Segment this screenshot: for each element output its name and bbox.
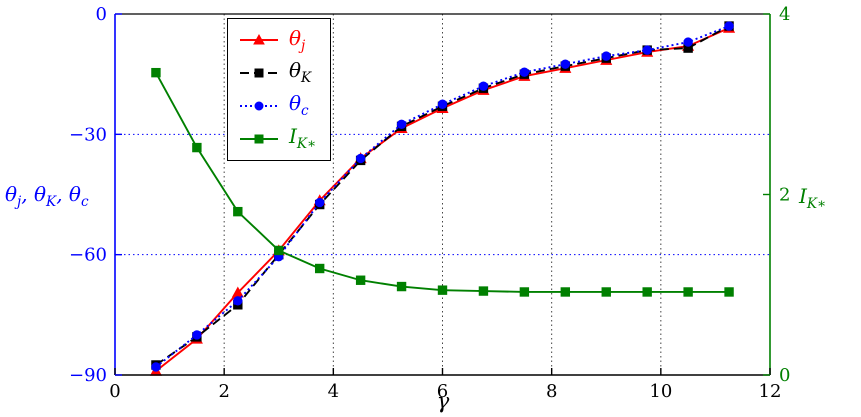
y-left-tick-label: 0: [96, 4, 107, 25]
legend-swatch: [240, 68, 278, 78]
y-left-tick-label: −30: [69, 124, 107, 145]
y-right-tick-label: 0: [779, 365, 790, 386]
right-axis-label: IK∗: [799, 184, 827, 212]
legend-label: θK: [289, 58, 312, 87]
x-tick-label: 12: [759, 381, 782, 402]
x-tick-label: 8: [546, 381, 557, 402]
gridlines: [115, 14, 770, 375]
y-right-tick-label: 2: [779, 185, 790, 206]
left-axis-label: θj, θK, θc: [5, 182, 89, 210]
x-tick-label: 4: [328, 381, 339, 402]
legend-label: θj: [289, 25, 306, 54]
x-tick-label: 10: [649, 381, 672, 402]
legend-item: θc: [238, 90, 322, 123]
x-tick-label: 2: [218, 381, 229, 402]
axes: [114, 13, 771, 376]
legend-swatch: [240, 134, 278, 144]
y-left-tick-label: −60: [69, 245, 107, 266]
y-right-tick-label: 4: [779, 4, 790, 25]
series-I-K∗: [151, 67, 734, 297]
x-axis-label: γ: [436, 389, 450, 413]
legend-label: θc: [289, 91, 309, 120]
series-θ-c: [151, 21, 734, 372]
legend-swatch: [240, 101, 278, 111]
y-left-tick-label: −90: [69, 365, 107, 386]
x-tick-label: 6: [437, 381, 448, 402]
legend: θj θK θc IK∗: [227, 18, 331, 161]
legend-swatch: [240, 34, 278, 45]
legend-item: θj: [238, 24, 322, 57]
legend-item: θK: [238, 57, 322, 90]
legend-label: IK∗: [289, 123, 317, 152]
x-tick-label: 0: [109, 381, 120, 402]
legend-item: IK∗: [238, 122, 322, 155]
